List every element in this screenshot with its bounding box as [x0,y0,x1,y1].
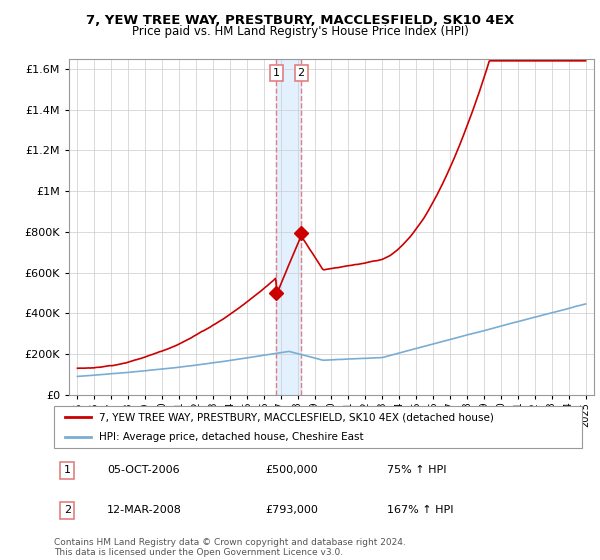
Text: Contains HM Land Registry data © Crown copyright and database right 2024.
This d: Contains HM Land Registry data © Crown c… [54,538,406,557]
Text: 1: 1 [64,465,71,475]
Text: 167% ↑ HPI: 167% ↑ HPI [386,505,453,515]
FancyBboxPatch shape [54,406,582,448]
Text: 2: 2 [298,68,305,78]
Text: 75% ↑ HPI: 75% ↑ HPI [386,465,446,475]
Bar [277,59,301,395]
Text: 1: 1 [273,68,280,78]
Text: 12-MAR-2008: 12-MAR-2008 [107,505,182,515]
Text: £793,000: £793,000 [265,505,318,515]
Text: 7, YEW TREE WAY, PRESTBURY, MACCLESFIELD, SK10 4EX: 7, YEW TREE WAY, PRESTBURY, MACCLESFIELD… [86,14,514,27]
Text: 05-OCT-2006: 05-OCT-2006 [107,465,179,475]
Text: 7, YEW TREE WAY, PRESTBURY, MACCLESFIELD, SK10 4EX (detached house): 7, YEW TREE WAY, PRESTBURY, MACCLESFIELD… [99,412,494,422]
Text: £500,000: £500,000 [265,465,318,475]
Text: 2: 2 [64,505,71,515]
Text: Price paid vs. HM Land Registry's House Price Index (HPI): Price paid vs. HM Land Registry's House … [131,25,469,38]
Text: HPI: Average price, detached house, Cheshire East: HPI: Average price, detached house, Ches… [99,432,364,442]
